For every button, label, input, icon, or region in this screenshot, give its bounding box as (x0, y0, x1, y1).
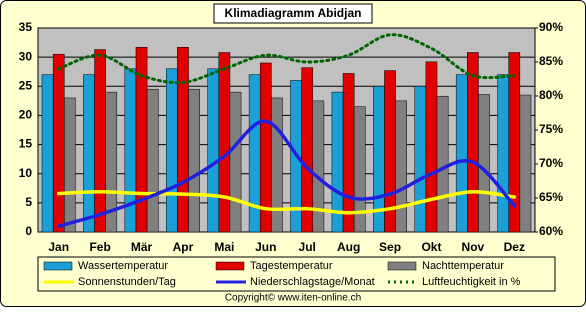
bar (207, 68, 220, 233)
y-tick-label: 0 (25, 224, 32, 238)
legend-swatch (43, 261, 73, 271)
bar (467, 52, 479, 233)
bar (455, 74, 468, 233)
title-box (213, 3, 373, 24)
x-tick-label: Jan (48, 240, 69, 254)
bar (395, 100, 408, 233)
bar (52, 53, 65, 233)
x-tick-label: Dez (504, 240, 525, 254)
y2-tick-label: 90% (539, 20, 563, 34)
line (56, 119, 517, 228)
y-tick-label: 30 (19, 49, 33, 63)
bar (218, 52, 231, 233)
legend-label: Tagestemperatur (250, 260, 333, 272)
legend-label: Wassertemperatur (78, 260, 168, 272)
y2-tick-label: 65% (539, 190, 563, 204)
x-tick-label: Nov (462, 240, 485, 254)
legend-label: Luftfeuchtigkeit in % (422, 276, 521, 288)
y-tick-label: 20 (19, 108, 33, 122)
legend-label: Niederschlagstage/Monat (250, 276, 375, 288)
legend-label: Sonnenstunden/Tag (78, 276, 176, 288)
line (57, 33, 516, 85)
y-tick-label: 10 (19, 166, 33, 180)
bar (94, 49, 106, 233)
bar (83, 74, 95, 233)
x-tick-label: Feb (89, 240, 110, 254)
bar (229, 91, 242, 233)
y2-tick-label: 80% (539, 88, 563, 102)
x-tick-label: Okt (421, 240, 441, 254)
bar (478, 94, 490, 233)
line (56, 190, 517, 215)
bar (188, 88, 200, 233)
bar (146, 88, 159, 233)
bar (166, 68, 178, 233)
y-tick-label: 25 (19, 78, 33, 92)
bar (64, 97, 76, 233)
chart-title: Klimadiagramm Abidjan (225, 6, 362, 20)
x-tick-label: Apr (173, 240, 194, 254)
bar (425, 61, 438, 233)
bar (271, 97, 283, 233)
bar (414, 86, 427, 233)
bar (519, 94, 532, 233)
bar (353, 106, 366, 233)
bar (124, 68, 137, 233)
x-tick-label: Aug (337, 240, 360, 254)
y-tick-label: 5 (25, 195, 32, 209)
legend-swatch (215, 261, 245, 271)
y2-tick-label: 70% (539, 156, 563, 170)
bar (105, 91, 118, 233)
legend-label: Nachttemperatur (422, 260, 504, 272)
bar (41, 74, 54, 233)
bar (177, 46, 189, 233)
x-tick-label: Jun (255, 240, 276, 254)
x-tick-label: Mai (214, 240, 234, 254)
y2-tick-label: 85% (539, 54, 563, 68)
y2-tick-label: 75% (539, 122, 563, 136)
bar (312, 100, 325, 233)
bar (342, 73, 355, 233)
y2-tick-label: 60% (539, 224, 563, 238)
legend-swatch (387, 261, 417, 271)
legend (37, 256, 556, 292)
footer: Copyright© www.iten-online.ch (225, 293, 361, 304)
bar (436, 95, 449, 233)
x-tick-label: Sep (379, 240, 401, 254)
bar (497, 74, 509, 233)
y-tick-label: 35 (19, 20, 33, 34)
x-tick-label: Mär (131, 240, 153, 254)
x-tick-label: Jul (299, 240, 316, 254)
y-tick-label: 15 (19, 137, 33, 151)
